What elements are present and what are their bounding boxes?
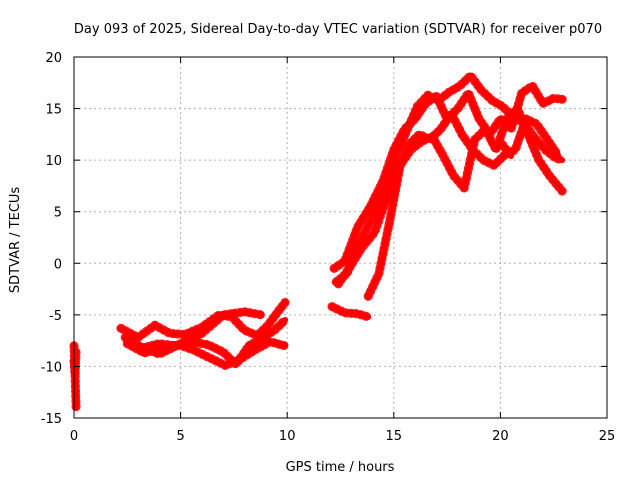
x-tick-label-5: 25	[599, 429, 616, 444]
y-axis-label: SDTVAR / TECUs	[8, 187, 23, 294]
series-7-trace	[333, 72, 566, 285]
grid-layer	[74, 57, 607, 418]
y-tick-label-2: -5	[49, 309, 62, 324]
y-tick-label-4: 5	[54, 206, 62, 221]
y-tick-label-7: 20	[45, 51, 62, 66]
y-tick-label-1: -10	[41, 360, 62, 375]
y-tick-label-5: 10	[45, 154, 62, 169]
series-layer	[69, 71, 567, 413]
x-axis-label: GPS time / hours	[286, 460, 395, 475]
x-tick-label-0: 0	[70, 429, 78, 444]
x-tick-label-1: 5	[176, 429, 184, 444]
series-10-markers	[327, 302, 373, 322]
plot-frame	[73, 56, 608, 419]
y-tick-label-0: -15	[41, 412, 62, 427]
y-tick-label-6: 15	[45, 103, 62, 118]
series-5-markers	[133, 307, 267, 359]
series-7-markers	[331, 71, 567, 287]
series-11-markers	[498, 140, 516, 161]
axes-layer: 0 5 10 15 20 25 -15 -10 -5 0 5 10 15 20	[41, 51, 616, 444]
x-tick-label-4: 20	[492, 429, 509, 444]
x-tick-label-3: 15	[386, 429, 403, 444]
series-9-markers	[363, 104, 567, 301]
x-tick-label-2: 10	[279, 429, 296, 444]
chart-title: Day 093 of 2025, Sidereal Day-to-day VTE…	[74, 22, 602, 37]
series-3-markers	[120, 315, 290, 369]
y-tick-label-3: 0	[54, 257, 62, 272]
